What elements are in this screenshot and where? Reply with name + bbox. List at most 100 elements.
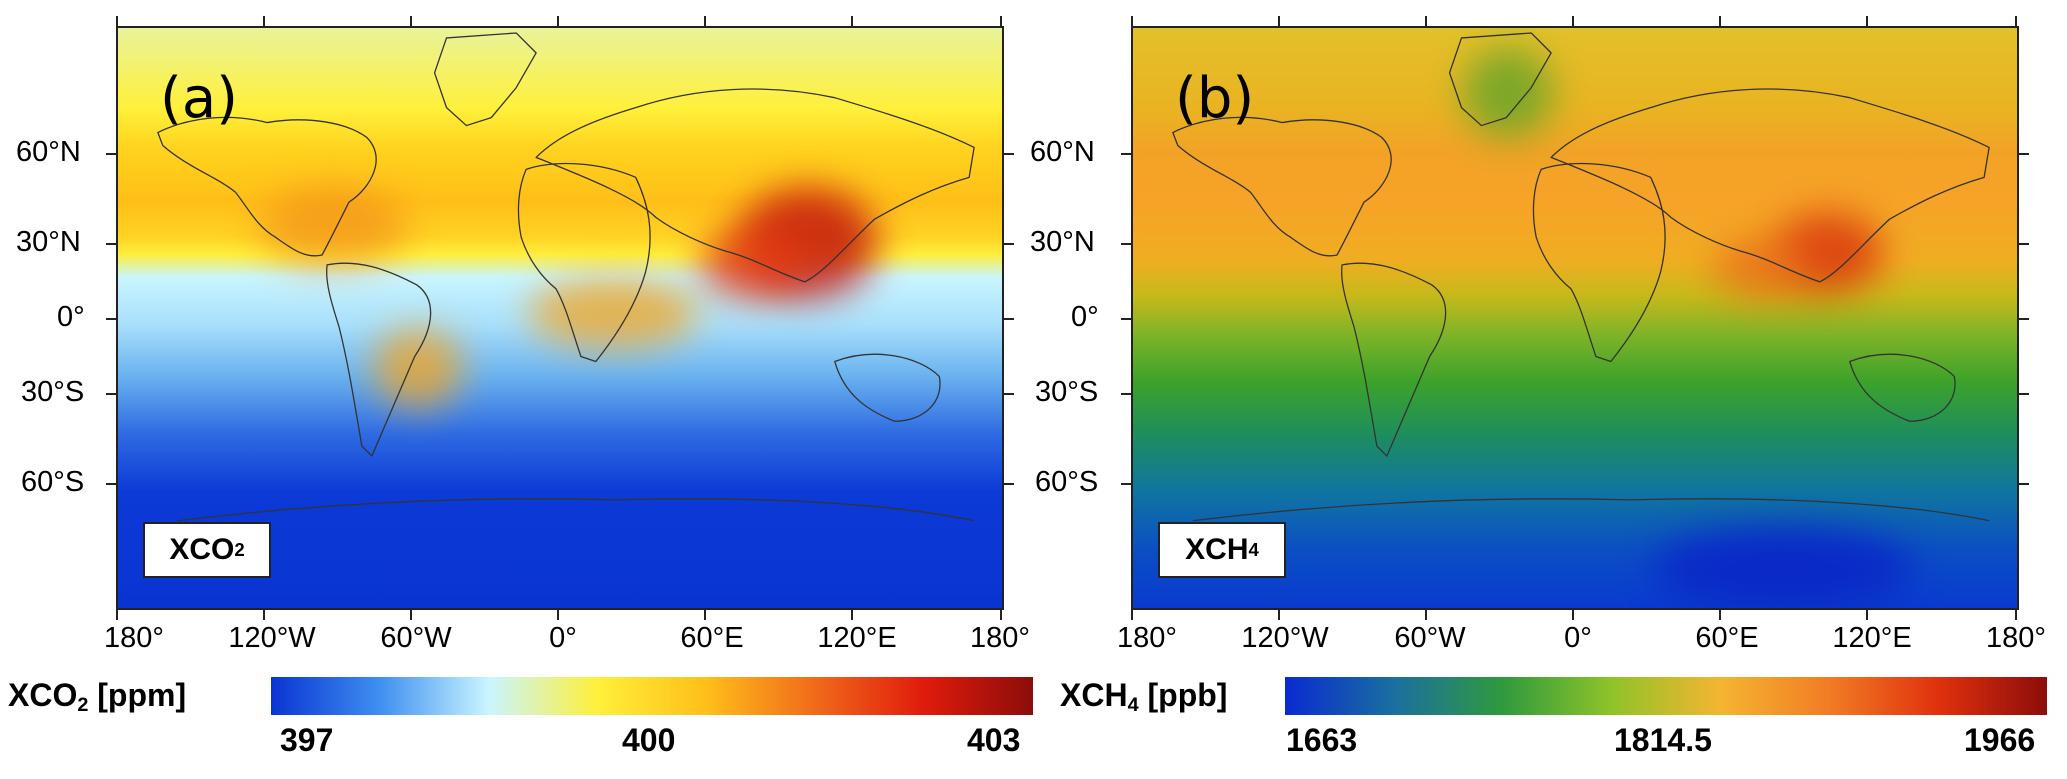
axis-tick	[263, 610, 265, 620]
axis-tick	[1866, 16, 1868, 26]
gas-label: XCH 4	[1158, 522, 1286, 578]
lon-label-60w: 60°W	[380, 622, 452, 654]
axis-tick	[1000, 16, 1002, 26]
axis-tick	[2019, 153, 2029, 155]
axis-tick	[263, 16, 265, 26]
axis-tick	[557, 610, 559, 620]
lon-label-0: 0°	[549, 622, 577, 654]
gas-label-subscript: 2	[234, 539, 245, 560]
lat-label-0: 0°	[57, 301, 85, 333]
axis-tick	[1425, 610, 1427, 620]
colorbar-label: XCO2 [ppm]	[8, 677, 186, 717]
lat-label-30n: 30°N	[1030, 226, 1095, 258]
axis-tick	[106, 153, 116, 155]
colorbar-xch4	[1285, 677, 2047, 715]
axis-tick	[106, 318, 116, 320]
lat-label-30n: 30°N	[16, 226, 81, 258]
colorbar-label-unit: [ppb]	[1138, 677, 1228, 713]
axis-tick	[2019, 393, 2029, 395]
colorbar-max: 1966	[1964, 722, 2036, 758]
lon-label-120e: 120°E	[817, 622, 897, 654]
axis-tick	[1131, 610, 1133, 620]
lat-label-0: 0°	[1071, 301, 1099, 333]
lat-label-60n: 60°N	[16, 136, 81, 168]
axis-tick	[557, 16, 559, 26]
lat-label-30s: 30°S	[1035, 376, 1099, 408]
axis-tick	[1278, 610, 1280, 620]
axis-tick	[1004, 483, 1014, 485]
axis-tick	[851, 16, 853, 26]
hotspot-india-xco2	[698, 228, 808, 298]
axis-tick	[410, 16, 412, 26]
colorbar-min: 397	[280, 722, 334, 758]
axis-tick	[704, 16, 706, 26]
axis-tick	[1121, 483, 1131, 485]
coastlines	[1172, 32, 1990, 522]
colorbar-label: XCH4 [ppb]	[1060, 677, 1227, 717]
axis-tick	[2019, 243, 2029, 245]
lon-label-60e: 60°E	[680, 622, 744, 654]
axis-tick	[1278, 16, 1280, 26]
colorbar-mid: 400	[622, 722, 676, 758]
lon-label-120w: 120°W	[228, 622, 316, 654]
axis-tick	[1572, 610, 1574, 620]
axis-tick	[1004, 243, 1014, 245]
axis-tick	[1866, 610, 1868, 620]
axis-tick	[1121, 318, 1131, 320]
axis-tick	[410, 610, 412, 620]
colorbar-mid: 1814.5	[1614, 722, 1712, 758]
colorbar-label-unit: [ppm]	[88, 677, 187, 713]
map-panel-xch4: (b) XCH 4	[1131, 26, 2019, 610]
axis-tick	[106, 483, 116, 485]
antarctica-low-xch4	[1653, 528, 1913, 608]
axis-tick	[116, 610, 118, 620]
map-panel-xco2: (a) XCO 2	[116, 26, 1004, 610]
hotspot-north-america-xco2	[258, 188, 408, 268]
lon-label-60w: 60°W	[1394, 622, 1466, 654]
axis-tick	[1131, 16, 1133, 26]
axis-tick	[704, 610, 706, 620]
colorbar-xco2	[271, 677, 1033, 715]
panel-letter: (b)	[1175, 66, 1255, 131]
lon-label-180e: 180°	[970, 622, 1030, 654]
hotspot-south-america-xco2	[373, 328, 463, 408]
axis-tick	[2019, 318, 2029, 320]
axis-tick	[1000, 610, 1002, 620]
axis-tick	[1425, 16, 1427, 26]
axis-tick	[1719, 610, 1721, 620]
colorbar-label-subscript: 2	[77, 693, 89, 716]
lon-label-60e: 60°E	[1695, 622, 1759, 654]
axis-tick	[2015, 610, 2017, 620]
lat-label-60s: 60°S	[21, 466, 85, 498]
colorbar-max: 403	[967, 722, 1021, 758]
axis-tick	[106, 393, 116, 395]
lon-label-180e: 180°	[1986, 622, 2046, 654]
gas-label-main: XCH	[1185, 533, 1249, 566]
lat-label-60s: 60°S	[1035, 466, 1099, 498]
axis-tick	[1004, 153, 1014, 155]
axis-tick	[1121, 153, 1131, 155]
colorbar-label-main: XCH	[1060, 677, 1128, 713]
colorbar-label-subscript: 4	[1127, 693, 1139, 716]
panel-letter: (a)	[160, 66, 239, 131]
axis-tick	[1004, 318, 1014, 320]
lon-label-120e: 120°E	[1832, 622, 1912, 654]
lon-label-180w: 180°	[104, 622, 164, 654]
lon-label-0: 0°	[1564, 622, 1592, 654]
axis-tick	[851, 610, 853, 620]
axis-tick	[2015, 16, 2017, 26]
colorbar-label-main: XCO	[8, 677, 78, 713]
lat-label-60n: 60°N	[1030, 136, 1095, 168]
lat-label-30s: 30°S	[21, 376, 85, 408]
axis-tick	[106, 243, 116, 245]
gas-label-main: XCO	[169, 533, 235, 566]
axis-tick	[1004, 393, 1014, 395]
axis-tick	[116, 16, 118, 26]
gas-label-subscript: 4	[1248, 539, 1259, 560]
axis-tick	[1719, 16, 1721, 26]
gas-label: XCO 2	[143, 522, 271, 578]
axis-tick	[2019, 483, 2029, 485]
axis-tick	[1121, 393, 1131, 395]
colorbar-min: 1663	[1286, 722, 1358, 758]
axis-tick	[1121, 243, 1131, 245]
